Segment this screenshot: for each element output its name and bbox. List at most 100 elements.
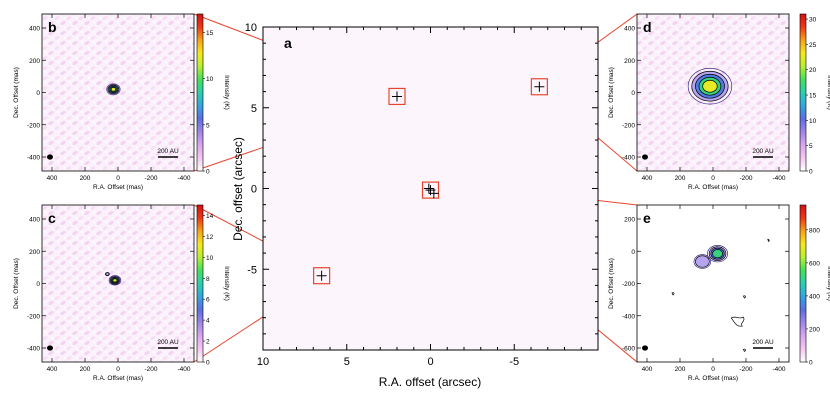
panel-d-x-tick-label: 400 [642, 175, 653, 182]
panel-b-colorbar-label: Intensity (K) [223, 75, 230, 110]
panel-e-colorbar-tick-label: 400 [809, 293, 820, 300]
panel-a-y-tick-label: 10 [245, 22, 257, 34]
panel-c-scale-label: 200 AU [157, 339, 179, 346]
panel-a-xlabel: R.A. offset (arcsec) [379, 375, 481, 389]
panel-b-x-tick-label: 200 [80, 175, 91, 182]
panel-d-colorbar-tick-label: 15 [809, 93, 817, 100]
panel-b-x-tick-label: -400 [177, 175, 190, 182]
panel-c-x-tick-label: -200 [144, 366, 157, 373]
panel-e-source-contour [707, 245, 728, 263]
panel-a-x-tick-label: 5 [344, 356, 350, 368]
panel-b-x-tick-label: 0 [116, 175, 120, 182]
panel-c-x-tick-label: -400 [177, 366, 190, 373]
panel-e-y-tick-label: -200 [622, 281, 635, 288]
zoom-box-d [530, 78, 548, 96]
panel-e-ylabel: Dec. Offset (mas) [608, 258, 615, 309]
panel-c-colorbar-label: Intensity (K) [223, 266, 230, 301]
panel-b-scale-label: 200 AU [157, 148, 179, 155]
panel-a-letter: a [284, 35, 292, 51]
panel-c-colorbar-tick-label: 0 [206, 360, 210, 367]
panel-d-x-tick-label: -400 [772, 175, 785, 182]
source-marker-e [428, 188, 439, 199]
zoom-box-b [388, 87, 406, 106]
panel-c-colorbar-tick-label: 12 [206, 234, 214, 241]
panel-c-colorbar-tick-label: 6 [206, 297, 210, 304]
panel-a-y-tick-label: -5 [247, 264, 257, 276]
panel-b-colorbar-tick-label: 10 [206, 76, 214, 83]
panel-e-colorbar-label: Intensity (K) [826, 266, 830, 301]
panel-d-scale-label: 200 AU [752, 148, 774, 155]
panel-e-source-contour [693, 254, 712, 269]
panel-e-xlabel: R.A. Offset (mas) [688, 375, 738, 382]
panel-d-y-tick-label: -200 [622, 122, 635, 129]
panel-c-source-contour [108, 275, 122, 286]
panel-e-faint-contour [767, 238, 770, 243]
panel-a-x-ticks: 10 5 0 -5 [257, 27, 582, 368]
panel-c-colorbar-tick-label: 2 [206, 339, 210, 346]
panel-e-faint-contour [742, 295, 746, 299]
panel-b-ylabel: Dec. Offset (mas) [13, 67, 20, 118]
panel-c-colorbar-tick-label: 8 [206, 276, 210, 283]
source-marker-e [423, 183, 434, 194]
panel-a-y-tick-label: 0 [251, 184, 257, 196]
panel-d-colorbar-tick-label: 25 [809, 42, 817, 49]
panel-e-scale-label: 200 AU [752, 339, 774, 346]
panel-c-ylabel: Dec. Offset (mas) [13, 258, 20, 309]
panel-a-ylabel: Dec. offset (arcsec) [231, 137, 245, 241]
panel-c-y-tick-label: -400 [27, 346, 40, 353]
panel-a-x-tick-label: 0 [427, 356, 433, 368]
panel-c-y-tick-label: 200 [29, 249, 40, 256]
panel-c-source-contour [112, 278, 118, 283]
panel-e-image: 200 AU e 400 200 0 -200 -400 200 0 -200 -400 -600 R.… [608, 204, 830, 382]
panel-b-x-tick-label: 400 [47, 175, 58, 182]
panel-e-colorbar-tick-label: 0 [809, 360, 813, 367]
panel-d-y-tick-label: -400 [622, 155, 635, 162]
panel-c-y-tick-label: -200 [27, 313, 40, 320]
panel-d-x-tick-label: -200 [739, 175, 752, 182]
panel-c-source-contour [105, 272, 110, 276]
panel-d-y-tick-label: 400 [624, 26, 635, 33]
panel-a-field-plot: 10 5 0 -5 10 5 0 -5 a R.A. offset (arcsec) Dec… [231, 22, 599, 389]
panel-b-beam [47, 154, 53, 160]
panel-e-source-contour [695, 255, 710, 268]
panel-c-x-tick-label: 0 [116, 366, 120, 373]
source-marker-b [392, 91, 402, 102]
panel-e-x-tick-label: -200 [739, 366, 752, 373]
panel-c-x-tick-label: 200 [80, 366, 91, 373]
panel-c-y-tick-label: 0 [36, 281, 40, 288]
zoom-box-c [313, 267, 331, 285]
panel-d-colorbar [799, 13, 807, 172]
panel-d-beam [642, 154, 648, 160]
panel-d-colorbar-tick-label: 0 [809, 169, 813, 176]
panel-b-image: 200 AU b 400 200 0 -200 -400 400 200 0 -200 -400 R.A… [13, 13, 230, 191]
panel-c-colorbar-tick-label: 10 [206, 255, 214, 262]
panel-d-colorbar-tick-label: 5 [809, 143, 813, 150]
panel-a-zoom-boxes [313, 78, 548, 285]
panel-e-colorbar-tick-label: 200 [809, 326, 820, 333]
panel-c-image: 200 AU c 400 200 0 -200 -400 400 200 0 -200 -400 R.A… [13, 204, 230, 382]
panel-e-background [637, 205, 789, 362]
panel-e-x-tick-label: -400 [772, 366, 785, 373]
panel-b-y-tick-label: -400 [27, 155, 40, 162]
panel-c-y-tick-label: 400 [29, 217, 40, 224]
panel-c-beam [47, 345, 53, 351]
panel-d-ylabel: Dec. Offset (mas) [608, 67, 615, 118]
panel-b-letter: b [48, 19, 57, 35]
panel-b-colorbar [196, 13, 204, 172]
panel-d-source-contour [702, 79, 718, 93]
panel-c-colorbar [196, 204, 204, 363]
panel-d-colorbar-label: Intensity (K) [826, 75, 830, 110]
panel-e-y-tick-label: 200 [624, 217, 635, 224]
panel-c-colorbar-tick-label: 4 [206, 318, 210, 325]
panel-d-xlabel: R.A. Offset (mas) [688, 184, 738, 191]
panel-e-y-tick-label: 0 [631, 249, 635, 256]
panel-b-y-tick-label: 400 [29, 26, 40, 33]
panel-e-faint-contour [671, 292, 675, 296]
panel-c-letter: c [48, 210, 56, 226]
panel-e-colorbar-tick-label: 800 [809, 227, 820, 234]
panel-b-x-tick-label: -200 [144, 175, 157, 182]
panel-b-xlabel: R.A. Offset (mas) [93, 184, 143, 191]
panel-b-source-contour [106, 83, 121, 96]
